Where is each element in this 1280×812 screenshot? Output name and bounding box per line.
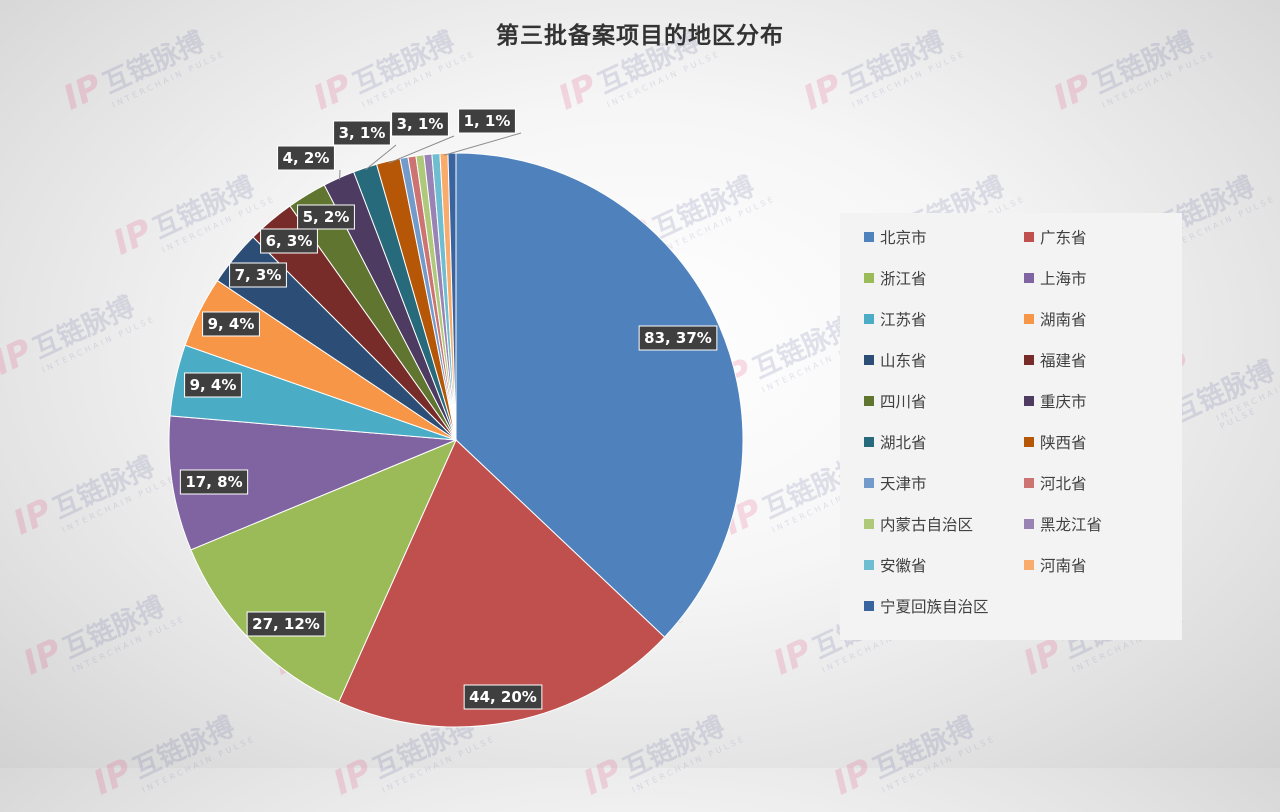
legend-item: 重庆市 — [1024, 390, 1184, 412]
legend-item: 黑龙江省 — [1024, 513, 1184, 535]
legend-item: 广东省 — [1024, 226, 1184, 248]
legend-swatch — [1024, 560, 1034, 570]
legend-label: 黑龙江省 — [1040, 513, 1102, 535]
legend-swatch — [1024, 478, 1034, 488]
data-label-text: 27, 12% — [252, 615, 320, 633]
legend-label: 福建省 — [1040, 349, 1087, 371]
data-label: 6, 3% — [261, 229, 318, 253]
legend-item: 江苏省 — [864, 308, 1024, 330]
legend-item: 河北省 — [1024, 472, 1184, 494]
data-label: 44, 20% — [464, 685, 542, 709]
legend-item: 浙江省 — [864, 267, 1024, 289]
legend-label: 内蒙古自治区 — [880, 513, 973, 535]
legend-label: 上海市 — [1040, 267, 1087, 289]
legend-swatch — [1024, 396, 1034, 406]
legend-grid: 北京市广东省浙江省上海市江苏省湖南省山东省福建省四川省重庆市湖北省陕西省天津市河… — [864, 226, 1182, 617]
data-label: 83, 37% — [639, 326, 717, 350]
data-label-text: 83, 37% — [644, 329, 712, 347]
legend-swatch — [1024, 314, 1034, 324]
legend-swatch — [864, 355, 874, 365]
legend-label: 河北省 — [1040, 472, 1087, 494]
legend-label: 江苏省 — [880, 308, 927, 330]
data-label-text: 5, 2% — [303, 208, 350, 226]
legend-swatch — [864, 560, 874, 570]
legend-item: 上海市 — [1024, 267, 1184, 289]
data-label-text: 4, 2% — [283, 149, 330, 167]
legend-item: 宁夏回族自治区 — [864, 595, 1024, 617]
legend-label: 天津市 — [880, 472, 927, 494]
legend-label: 四川省 — [880, 390, 927, 412]
legend-swatch — [864, 273, 874, 283]
legend-label: 陕西省 — [1040, 431, 1087, 453]
legend-swatch — [864, 519, 874, 529]
legend-label: 河南省 — [1040, 554, 1087, 576]
legend-item: 河南省 — [1024, 554, 1184, 576]
data-label: 3, 1% — [334, 121, 391, 145]
legend-swatch — [864, 232, 874, 242]
legend-swatch — [1024, 355, 1034, 365]
legend-item: 福建省 — [1024, 349, 1184, 371]
data-label-text: 44, 20% — [469, 688, 537, 706]
data-label-text: 3, 1% — [339, 124, 386, 142]
legend-swatch — [864, 601, 874, 611]
data-label-text: 3, 1% — [397, 115, 444, 133]
data-label: 3, 1% — [392, 112, 449, 136]
legend-swatch — [864, 314, 874, 324]
data-label: 1, 1% — [459, 109, 516, 133]
legend-swatch — [1024, 273, 1034, 283]
leader-line — [444, 133, 521, 155]
data-label: 5, 2% — [298, 205, 355, 229]
data-label: 17, 8% — [180, 470, 247, 494]
legend-label: 浙江省 — [880, 267, 927, 289]
legend-item: 湖南省 — [1024, 308, 1184, 330]
legend-swatch — [864, 437, 874, 447]
chart-legend: 北京市广东省浙江省上海市江苏省湖南省山东省福建省四川省重庆市湖北省陕西省天津市河… — [840, 213, 1182, 640]
data-label: 9, 4% — [203, 312, 260, 336]
data-label: 7, 3% — [230, 263, 287, 287]
legend-label: 重庆市 — [1040, 390, 1087, 412]
legend-item: 北京市 — [864, 226, 1024, 248]
data-label: 4, 2% — [278, 146, 335, 170]
data-label-text: 9, 4% — [190, 376, 237, 394]
legend-item: 陕西省 — [1024, 431, 1184, 453]
legend-label: 安徽省 — [880, 554, 927, 576]
legend-swatch — [1024, 232, 1034, 242]
data-label-text: 7, 3% — [235, 266, 282, 284]
legend-label: 宁夏回族自治区 — [880, 595, 989, 617]
legend-item: 山东省 — [864, 349, 1024, 371]
legend-label: 湖南省 — [1040, 308, 1087, 330]
data-label: 9, 4% — [185, 373, 242, 397]
legend-item: 内蒙古自治区 — [864, 513, 1024, 535]
legend-swatch — [864, 396, 874, 406]
legend-item: 四川省 — [864, 390, 1024, 412]
legend-item: 安徽省 — [864, 554, 1024, 576]
legend-item: 湖北省 — [864, 431, 1024, 453]
data-label-text: 17, 8% — [185, 473, 242, 491]
legend-label: 北京市 — [880, 226, 927, 248]
data-label-text: 9, 4% — [208, 315, 255, 333]
legend-label: 湖北省 — [880, 431, 927, 453]
legend-label: 山东省 — [880, 349, 927, 371]
data-label-text: 6, 3% — [266, 232, 313, 250]
legend-label: 广东省 — [1040, 226, 1087, 248]
legend-item: 天津市 — [864, 472, 1024, 494]
data-label-text: 1, 1% — [464, 112, 511, 130]
legend-swatch — [1024, 519, 1034, 529]
legend-swatch — [864, 478, 874, 488]
data-label: 27, 12% — [247, 612, 325, 636]
legend-swatch — [1024, 437, 1034, 447]
